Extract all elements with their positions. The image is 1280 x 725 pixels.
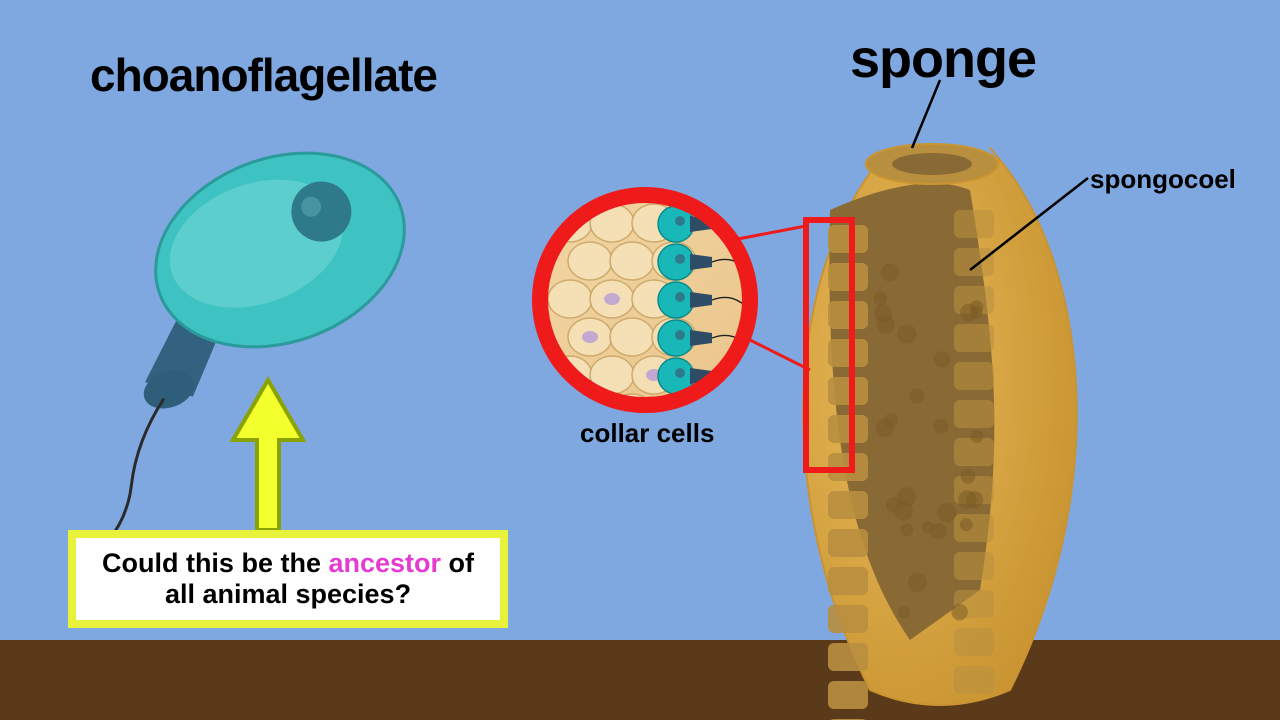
ancestor-callout: Could this be the ancestor of all animal… bbox=[68, 530, 508, 628]
ground bbox=[0, 640, 1280, 720]
title-choanoflagellate: choanoflagellate bbox=[90, 48, 437, 102]
callout-pre: Could this be the bbox=[102, 548, 329, 578]
title-sponge: sponge bbox=[850, 28, 1036, 90]
callout-highlight: ancestor bbox=[328, 548, 441, 578]
sponge bbox=[803, 144, 1076, 720]
label-collar-cells: collar cells bbox=[580, 418, 714, 449]
label-spongocoel: spongocoel bbox=[1090, 164, 1236, 195]
